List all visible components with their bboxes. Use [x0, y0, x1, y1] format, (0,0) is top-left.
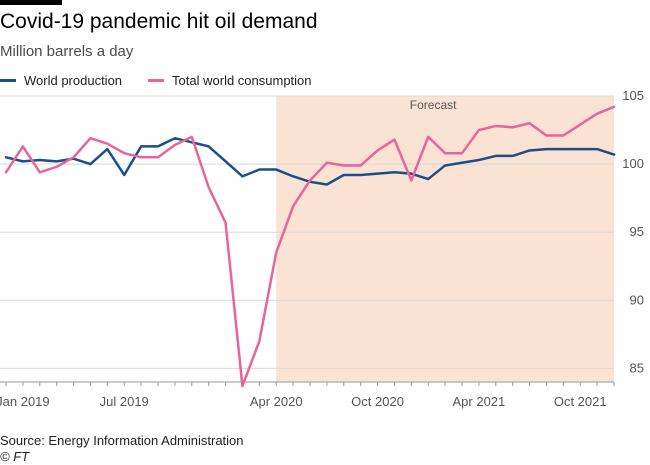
- legend-item-consumption: Total world consumption: [148, 73, 312, 88]
- y-tick-label-105: 105: [622, 90, 644, 103]
- forecast-label: Forecast: [410, 98, 457, 112]
- chart-legend: World production Total world consumption: [0, 73, 338, 88]
- x-tick-label: Oct 2020: [351, 394, 404, 409]
- legend-item-production: World production: [0, 73, 122, 88]
- legend-swatch-production: [0, 79, 16, 82]
- header-accent-bar: [0, 0, 62, 5]
- legend-label-production: World production: [24, 73, 123, 88]
- y-tick-label-85: 85: [630, 360, 644, 375]
- x-tick-label: Apr 2021: [453, 394, 506, 409]
- line-chart: Forecast 85 90 95 100 105 Jan 2019 Jul 2019 Apr …: [0, 90, 644, 409]
- y-tick-label-100: 100: [622, 156, 644, 171]
- ft-credit: © FT: [0, 449, 30, 464]
- y-tick-label-95: 95: [630, 224, 644, 239]
- legend-label-consumption: Total world consumption: [172, 73, 312, 88]
- x-tick-label: Jan 2019: [0, 394, 50, 409]
- forecast-band: [276, 96, 614, 382]
- chart-title: Covid-19 pandemic hit oil demand: [0, 10, 318, 33]
- y-tick-label-90: 90: [630, 292, 644, 307]
- x-tick-label: Jul 2019: [100, 394, 149, 409]
- x-tick-label: Apr 2020: [250, 394, 303, 409]
- chart-subtitle: Million barrels a day: [0, 43, 134, 60]
- series-line-total-world-consumption: [4, 105, 616, 388]
- legend-swatch-consumption: [148, 79, 165, 82]
- x-tick-label: Oct 2021: [554, 394, 607, 409]
- source-note: Source: Energy Information Administratio…: [0, 433, 244, 448]
